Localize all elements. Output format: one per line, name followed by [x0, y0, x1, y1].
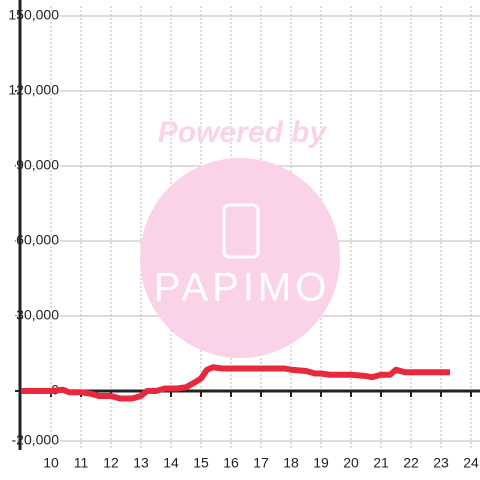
x-tick-label: 17	[253, 455, 269, 471]
x-tick-label: 15	[193, 455, 209, 471]
y-tick-label: 120,000	[8, 82, 59, 98]
x-tick-label: 14	[163, 455, 179, 471]
x-tick-label: 16	[223, 455, 239, 471]
watermark-text: Powered by	[158, 116, 328, 149]
y-tick-label: 150,000	[8, 7, 59, 23]
x-tick-label: 18	[283, 455, 299, 471]
x-tick-label: 11	[74, 455, 89, 471]
x-tick-label: 22	[403, 455, 419, 471]
y-tick-label: 60,000	[16, 232, 59, 248]
x-tick-label: 10	[43, 455, 59, 471]
x-tick-label: 23	[433, 455, 449, 471]
logo-text: PAPIMO	[154, 266, 331, 310]
logo-icon	[222, 203, 260, 259]
y-tick-label: -20,000	[12, 432, 60, 448]
data-line	[21, 364, 450, 402]
x-tick-label: 21	[373, 455, 389, 471]
x-tick-label: 24	[463, 455, 479, 471]
x-tick-label: 19	[313, 455, 329, 471]
watermark: Powered by PAPIMO	[140, 116, 340, 358]
y-tick-label: 90,000	[16, 157, 59, 173]
x-tick-label: 12	[103, 455, 119, 471]
x-tick-label: 13	[133, 455, 149, 471]
y-tick-label: 30,000	[16, 307, 59, 323]
x-tick-label: 20	[343, 455, 359, 471]
